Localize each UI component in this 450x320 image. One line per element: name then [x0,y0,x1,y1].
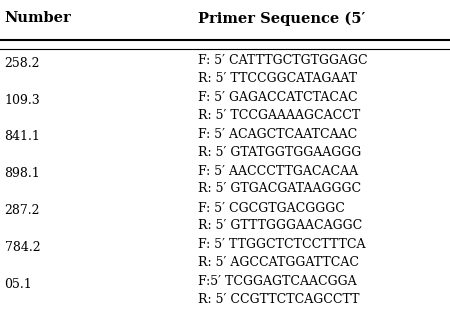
Text: 258.2: 258.2 [4,57,40,70]
Text: R: 5′ GTATGGTGGAAGGG: R: 5′ GTATGGTGGAAGGG [198,146,361,159]
Text: F: 5′ TTGGCTCTCCTTTCA: F: 5′ TTGGCTCTCCTTTCA [198,238,365,252]
Text: 898.1: 898.1 [4,167,40,180]
Text: R: 5′ GTTTGGGAACAGGC: R: 5′ GTTTGGGAACAGGC [198,219,362,232]
Text: 841.1: 841.1 [4,131,40,143]
Text: 05.1: 05.1 [4,278,32,291]
Text: 287.2: 287.2 [4,204,40,217]
Text: R: 5′ AGCCATGGATTCAC: R: 5′ AGCCATGGATTCAC [198,256,359,269]
Text: R: 5′ TCCGAAAAGCACCT: R: 5′ TCCGAAAAGCACCT [198,109,360,122]
Text: R: 5′ TTCCGGCATAGAAT: R: 5′ TTCCGGCATAGAAT [198,72,357,85]
Text: Primer Sequence (5′: Primer Sequence (5′ [198,11,365,26]
Text: F: 5′ ACAGCTCAATCAAC: F: 5′ ACAGCTCAATCAAC [198,128,357,141]
Text: Number: Number [4,11,71,25]
Text: F: 5′ GAGACCATCTACAC: F: 5′ GAGACCATCTACAC [198,91,358,104]
Text: F: 5′ AACCCTTGACACAA: F: 5′ AACCCTTGACACAA [198,165,358,178]
Text: F: 5′ CATTTGCTGTGGAGC: F: 5′ CATTTGCTGTGGAGC [198,54,368,68]
Text: F: 5′ CGCGTGACGGGC: F: 5′ CGCGTGACGGGC [198,202,345,215]
Text: R: 5′ CCGTTCTCAGCCTT: R: 5′ CCGTTCTCAGCCTT [198,293,360,306]
Text: 784.2: 784.2 [4,241,40,254]
Text: F:5′ TCGGAGTCAACGGA: F:5′ TCGGAGTCAACGGA [198,275,356,288]
Text: R: 5′ GTGACGATAAGGGC: R: 5′ GTGACGATAAGGGC [198,182,361,196]
Text: 109.3: 109.3 [4,94,40,107]
